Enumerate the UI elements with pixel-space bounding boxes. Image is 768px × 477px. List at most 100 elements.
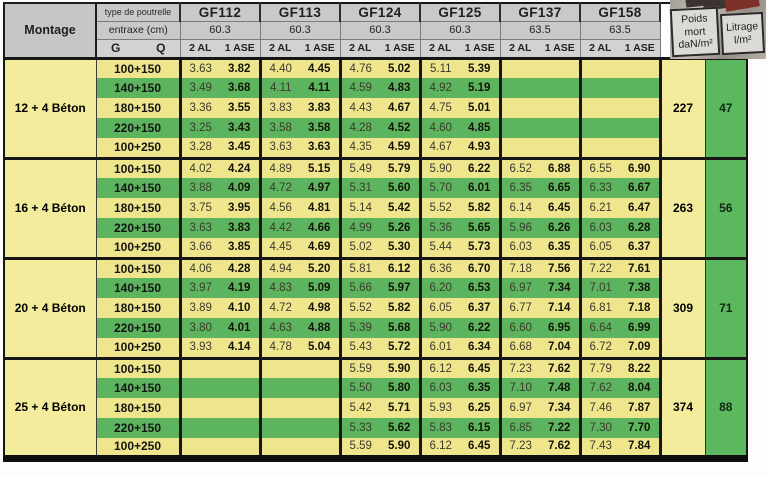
value-cell: 6.81	[580, 298, 620, 318]
value-cell: 4.11	[260, 78, 300, 98]
value-cell	[580, 118, 620, 138]
row-label-cell: 100+250	[96, 338, 182, 358]
table-row: 20 + 4 Béton 100+150 4.06 4.28 4.94 5.20 5.81 6…	[4, 256, 747, 358]
value-cell: 6.37	[460, 298, 502, 318]
value-cell: 3.68	[220, 78, 262, 98]
value-cell: 5.36	[420, 218, 460, 238]
value-cell: 7.14	[540, 298, 582, 318]
value-cell	[580, 98, 620, 118]
row-label-cell: 100+250	[96, 138, 182, 158]
value-cell: 5.43	[340, 338, 380, 358]
value-cell: 6.36	[420, 256, 460, 278]
value-cell: 5.82	[460, 198, 502, 218]
entraxe-label: entraxe (cm)	[95, 20, 181, 40]
value-cell: 7.22	[540, 418, 582, 438]
value-cell: 4.99	[340, 218, 380, 238]
col-2al-header: 2 AL	[259, 38, 300, 59]
table-row: 180+150 3.36 3.55 3.83 3.83 4.43 4.67 4.75 5.01	[4, 98, 747, 118]
litrage-cell: 56	[705, 156, 747, 258]
value-cell: 6.47	[620, 198, 662, 218]
litrage-cell: 47	[705, 56, 747, 158]
value-cell: 3.83	[300, 98, 342, 118]
value-cell: 4.09	[220, 178, 262, 198]
value-cell: 8.22	[620, 356, 662, 378]
value-cell: 6.12	[420, 356, 460, 378]
beam-header-gf124: GF124	[339, 2, 421, 22]
value-cell: 4.35	[340, 138, 380, 158]
value-cell: 6.33	[580, 178, 620, 198]
value-cell: 6.22	[460, 318, 502, 338]
value-cell: 5.01	[460, 98, 502, 118]
value-cell: 6.90	[620, 156, 662, 178]
value-cell: 5.90	[380, 356, 422, 378]
table-row: 180+150 5.42 5.71 5.93 6.25 6.97 7.34 7.46 7.87	[4, 398, 747, 418]
entraxe-value: 63.5	[499, 20, 581, 40]
value-cell	[540, 118, 582, 138]
value-cell: 4.45	[260, 238, 300, 258]
beam-header-gf137: GF137	[499, 2, 581, 22]
col-1ase-header: 1 ASE	[620, 38, 661, 59]
value-cell	[540, 56, 582, 78]
value-cell: 6.67	[620, 178, 662, 198]
litrage-header: Litrage l/m²	[719, 11, 766, 56]
entraxe-value: 60.3	[419, 20, 501, 40]
value-cell: 4.69	[300, 238, 342, 258]
value-cell: 5.59	[340, 356, 380, 378]
value-cell: 4.28	[220, 256, 262, 278]
beam-header-gf113: GF113	[259, 2, 341, 22]
value-cell: 4.98	[300, 298, 342, 318]
entraxe-value: 63.5	[579, 20, 661, 40]
value-cell	[220, 378, 262, 398]
value-cell: 6.35	[540, 238, 582, 258]
value-cell: 3.75	[180, 198, 220, 218]
value-cell: 7.43	[580, 438, 620, 458]
value-cell: 5.65	[460, 218, 502, 238]
table-row: 220+150 5.33 5.62 5.83 6.15 6.85 7.22 7.30 7.70	[4, 418, 747, 438]
litrage-cell: 88	[705, 356, 747, 458]
value-cell: 4.10	[220, 298, 262, 318]
value-cell: 5.09	[300, 278, 342, 298]
entraxe-value: 60.3	[339, 20, 421, 40]
value-cell	[260, 378, 300, 398]
value-cell: 7.46	[580, 398, 620, 418]
value-cell: 5.50	[340, 378, 380, 398]
value-cell: 3.45	[220, 138, 262, 158]
value-cell: 6.01	[460, 178, 502, 198]
value-cell: 5.73	[460, 238, 502, 258]
value-cell: 6.45	[540, 198, 582, 218]
value-cell: 4.01	[220, 318, 262, 338]
value-cell: 7.04	[540, 338, 582, 358]
value-cell: 5.80	[380, 378, 422, 398]
value-cell: 6.14	[500, 198, 540, 218]
value-cell: 3.97	[180, 278, 220, 298]
value-cell: 4.88	[300, 318, 342, 338]
col-1ase-header: 1 ASE	[460, 38, 501, 59]
value-cell: 6.34	[460, 338, 502, 358]
value-cell	[220, 398, 262, 418]
value-cell	[540, 98, 582, 118]
value-cell: 4.78	[260, 338, 300, 358]
value-cell: 6.26	[540, 218, 582, 238]
value-cell: 3.63	[300, 138, 342, 158]
value-cell: 4.66	[300, 218, 342, 238]
table-header: Montage type de poutrelle GF112 GF113 GF…	[3, 2, 747, 59]
value-cell	[260, 418, 300, 438]
value-cell: 4.28	[340, 118, 380, 138]
value-cell	[260, 356, 300, 378]
value-cell: 5.90	[380, 438, 422, 458]
value-cell: 6.03	[580, 218, 620, 238]
value-cell: 6.64	[580, 318, 620, 338]
value-cell: 5.70	[420, 178, 460, 198]
value-cell: 4.67	[380, 98, 422, 118]
value-cell: 7.34	[540, 398, 582, 418]
value-cell: 6.55	[580, 156, 620, 178]
row-label-cell: 140+150	[96, 378, 182, 398]
value-cell	[620, 118, 662, 138]
row-label-cell: 100+150	[96, 356, 182, 378]
value-cell: 7.10	[500, 378, 540, 398]
value-cell: 6.37	[620, 238, 662, 258]
row-label-cell: 100+250	[96, 238, 182, 258]
value-cell: 3.66	[180, 238, 220, 258]
table-row: 140+150 3.88 4.09 4.72 4.97 5.31 5.60 5.70 6.01 6…	[4, 178, 747, 198]
value-cell	[620, 56, 662, 78]
